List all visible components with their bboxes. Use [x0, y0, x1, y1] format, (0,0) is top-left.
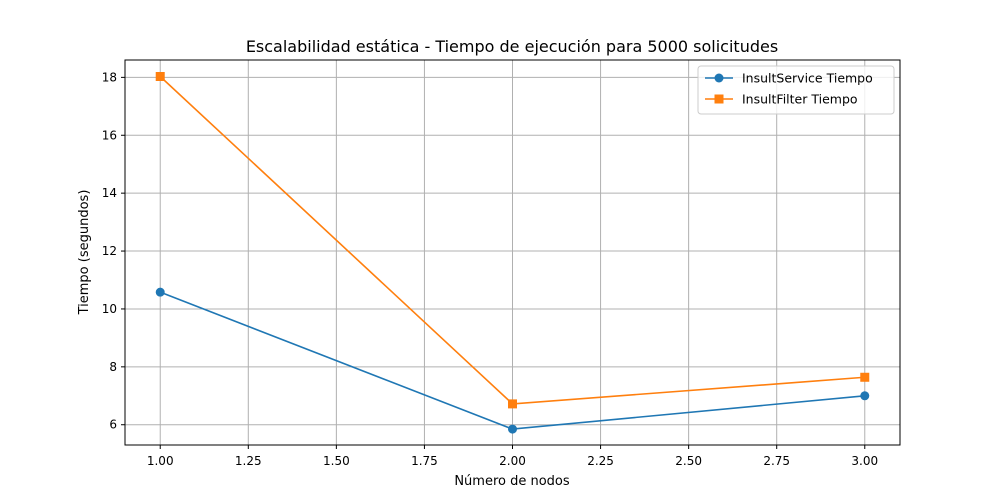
data-point	[508, 424, 517, 434]
x-tick-label: 1.25	[235, 454, 262, 468]
x-tick-label: 2.00	[499, 454, 526, 468]
x-tick-label: 3.00	[851, 454, 878, 468]
y-tick-label: 18	[102, 70, 117, 84]
x-tick-label: 2.75	[763, 454, 790, 468]
data-point	[860, 391, 870, 401]
y-tick-label: 10	[102, 302, 117, 316]
ticks: 1.00 1.25 1.50 1.75 2.00 2.25 2.50 2.75 3.00 6 8 10…	[102, 70, 878, 468]
legend-marker	[714, 94, 724, 104]
legend-box	[697, 65, 895, 115]
x-tick-label: 1.75	[411, 454, 438, 468]
y-tick-label: 8	[109, 360, 117, 374]
y-tick-label: 14	[102, 186, 117, 200]
y-tick-label: 12	[102, 244, 117, 258]
x-tick-label: 1.00	[147, 454, 174, 468]
x-tick-label: 1.50	[323, 454, 350, 468]
x-tick-label: 2.50	[675, 454, 702, 468]
chart-title: Escalabilidad estática - Tiempo de ejecu…	[246, 37, 778, 56]
x-axis-label: Número de nodos	[454, 474, 570, 489]
legend: InsultService Tiempo InsultFilter Tiempo	[697, 65, 895, 115]
legend-label: InsultFilter Tiempo	[742, 92, 858, 107]
y-axis-label: Tiempo (segundos)	[77, 190, 92, 316]
y-tick-label: 6	[109, 418, 117, 432]
data-point	[155, 72, 165, 81]
legend-label: InsultService Tiempo	[742, 71, 873, 86]
legend-marker	[714, 73, 724, 83]
x-tick-label: 2.25	[587, 454, 614, 468]
y-tick-label: 16	[102, 128, 117, 142]
data-point	[155, 287, 165, 297]
series-layer	[155, 72, 870, 434]
data-point	[508, 399, 517, 409]
data-point	[860, 372, 870, 382]
